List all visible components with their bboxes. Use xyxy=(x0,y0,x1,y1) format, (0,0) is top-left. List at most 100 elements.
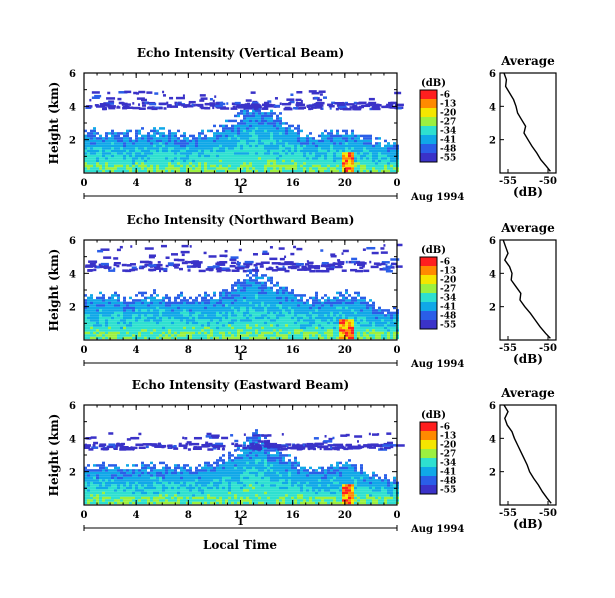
echo-cell xyxy=(237,501,240,505)
echo-cell xyxy=(159,134,162,138)
echo-cell xyxy=(219,331,222,335)
echo-cell xyxy=(216,316,219,320)
echo-cell xyxy=(204,304,207,307)
echo-cell xyxy=(204,331,207,335)
echo-cell xyxy=(123,137,126,140)
echo-cell xyxy=(390,154,393,158)
echo-cell xyxy=(87,501,90,505)
echo-cell xyxy=(249,299,252,302)
echo-cell xyxy=(231,157,234,160)
echo-cell xyxy=(246,296,249,300)
echo-cell xyxy=(345,129,348,133)
echo-cell xyxy=(96,331,99,335)
echo-cell xyxy=(243,296,246,300)
echo-cell xyxy=(252,154,255,158)
echo-cell xyxy=(102,147,105,150)
echo-cell xyxy=(201,157,204,160)
echo-cell xyxy=(279,291,282,295)
echo-cell xyxy=(177,137,180,140)
echo-cell xyxy=(222,147,225,150)
echo-cell xyxy=(225,309,228,312)
echo-cell xyxy=(254,105,262,108)
echo-cell xyxy=(174,266,178,269)
echo-cell xyxy=(249,329,252,332)
echo-cell xyxy=(342,331,345,335)
echo-cell xyxy=(288,142,291,145)
echo-cell xyxy=(306,314,309,317)
echo-cell xyxy=(283,107,293,111)
echo-cell xyxy=(213,491,216,495)
echo-cell xyxy=(153,309,156,312)
echo-cell xyxy=(186,334,189,337)
echo-cell xyxy=(84,162,87,165)
echo-cell xyxy=(120,329,123,332)
echo-cell xyxy=(318,306,321,310)
echo-cell xyxy=(141,501,144,505)
echo-cell xyxy=(147,142,150,145)
echo-cell xyxy=(390,258,400,261)
echo-cell xyxy=(246,124,249,128)
echo-cell xyxy=(99,481,102,485)
echo-cell xyxy=(285,164,288,168)
echo-cell xyxy=(309,157,312,160)
echo-cell xyxy=(120,149,123,153)
echo-cell xyxy=(334,265,343,269)
echo-cell xyxy=(249,336,252,340)
echo-cell xyxy=(141,265,145,269)
echo-cell xyxy=(297,309,300,312)
echo-cell xyxy=(159,499,162,502)
echo-cell xyxy=(84,471,87,475)
echo-cell xyxy=(138,329,141,332)
echo-cell xyxy=(279,139,282,143)
echo-cell xyxy=(249,279,252,282)
echo-cell xyxy=(111,142,114,145)
echo-cell xyxy=(297,316,300,320)
echo-cell xyxy=(234,169,237,173)
echo-cell xyxy=(240,124,243,128)
echo-cell xyxy=(336,304,339,307)
echo-cell xyxy=(198,167,201,170)
echo-cell xyxy=(318,299,321,302)
echo-cell xyxy=(303,309,306,312)
echo-cell xyxy=(103,264,109,267)
echo-cell xyxy=(243,291,246,295)
echo-cell xyxy=(138,306,141,310)
echo-cell xyxy=(156,299,159,302)
echo-cell xyxy=(126,129,129,133)
echo-cell xyxy=(201,299,204,302)
echo-cell xyxy=(237,127,240,130)
echo-cell xyxy=(384,314,387,317)
echo-cell xyxy=(108,157,111,160)
echo-cell xyxy=(258,304,261,307)
echo-cell xyxy=(258,124,261,128)
echo-cell xyxy=(240,281,243,285)
echo-cell xyxy=(87,301,90,305)
echo-cell xyxy=(276,159,279,163)
echo-cell xyxy=(90,169,93,173)
echo-cell xyxy=(270,296,273,300)
echo-cell xyxy=(225,471,228,475)
echo-cell xyxy=(108,162,111,165)
echo-cell xyxy=(276,336,279,340)
echo-cell xyxy=(117,294,120,297)
echo-cell xyxy=(183,134,186,138)
echo-cell xyxy=(384,157,387,160)
echo-cell xyxy=(207,466,210,470)
echo-cell xyxy=(228,459,231,462)
echo-cell xyxy=(126,331,129,335)
echo-cell xyxy=(117,481,120,485)
echo-cell xyxy=(186,167,189,170)
echo-cell xyxy=(355,269,364,273)
echo-cell xyxy=(165,311,168,315)
echo-cell xyxy=(318,301,321,305)
echo-cell xyxy=(132,299,135,302)
echo-cell xyxy=(351,326,354,330)
echo-cell xyxy=(180,250,190,254)
echo-cell xyxy=(234,124,237,128)
echo-cell xyxy=(297,134,300,138)
echo-cell xyxy=(288,314,291,317)
echo-cell xyxy=(123,479,126,482)
echo-cell xyxy=(240,167,243,170)
echo-cell xyxy=(267,306,270,310)
